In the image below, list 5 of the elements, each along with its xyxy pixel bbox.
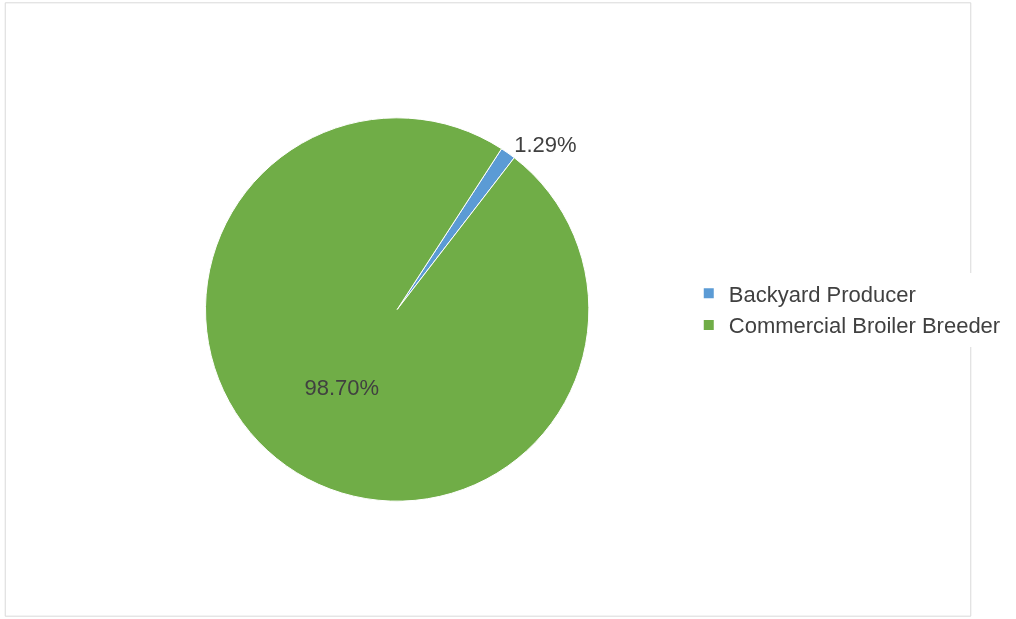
data-label: 98.70% xyxy=(304,375,380,401)
legend-label: Commercial Broiler Breeder xyxy=(728,313,1001,339)
legend-label: Backyard Producer xyxy=(728,281,916,307)
data-label: 1.29% xyxy=(514,132,577,158)
pie-slice xyxy=(205,117,590,502)
